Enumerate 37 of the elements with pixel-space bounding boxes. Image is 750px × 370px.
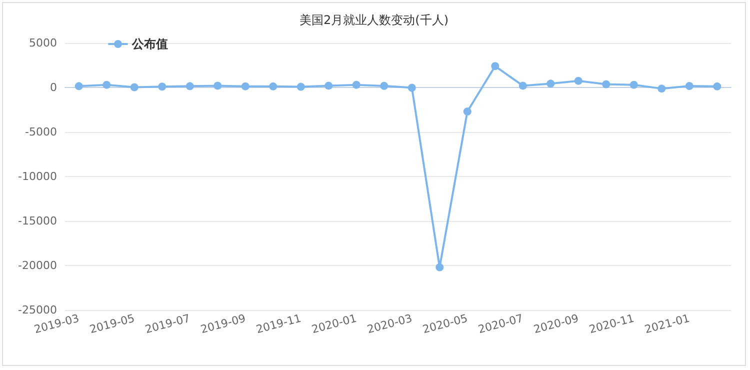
point: [574, 76, 582, 85]
legend-label: 公布值: [131, 37, 168, 51]
chart-title: 美国2月就业人数变动(千人): [300, 13, 448, 27]
y-tick-label: -20000: [18, 259, 57, 272]
point: [158, 82, 166, 91]
point: [518, 82, 527, 90]
point: [241, 82, 250, 90]
x-tick-label: 2021-01: [643, 312, 692, 336]
y-tick-label: -25000: [18, 304, 57, 316]
point: [436, 263, 444, 272]
y-tick-label: -5000: [25, 126, 57, 138]
y-tick-label: 0: [50, 81, 57, 94]
point: [602, 80, 610, 88]
point: [296, 82, 305, 91]
point: [463, 108, 472, 116]
y-tick-label: -15000: [18, 214, 57, 228]
point: [408, 84, 416, 92]
point: [713, 82, 722, 90]
point: [685, 82, 694, 90]
point: [546, 80, 555, 88]
point: [130, 83, 138, 92]
point: [186, 82, 194, 90]
point: [491, 62, 500, 70]
x-tick-label: 2020-01: [310, 312, 358, 336]
point: [380, 82, 388, 90]
x-tick-label: 2020-11: [588, 312, 636, 336]
point: [658, 84, 666, 93]
x-tick-label: 2019-11: [254, 312, 303, 336]
y-tick-label: 5000: [29, 36, 57, 50]
y-tick-label: -10000: [18, 170, 57, 183]
point: [74, 82, 83, 90]
point: [102, 80, 111, 89]
point: [630, 80, 638, 89]
point: [214, 82, 222, 90]
point: [352, 80, 360, 89]
point: [324, 82, 333, 90]
point: [269, 82, 278, 90]
